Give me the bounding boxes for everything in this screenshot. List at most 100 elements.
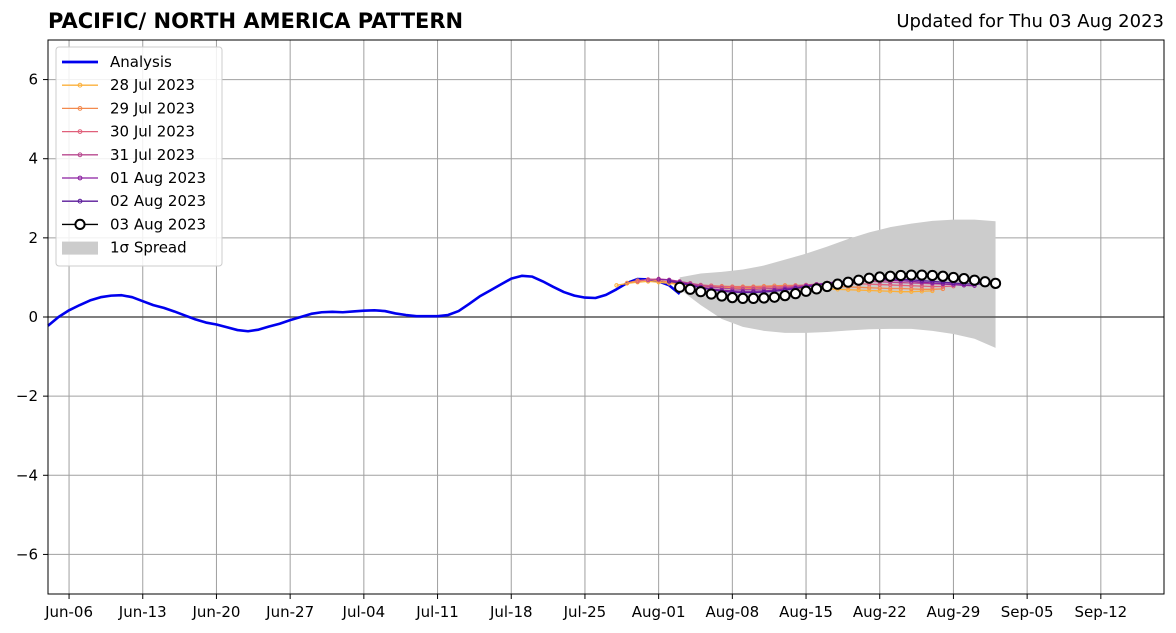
forecast-point: [856, 287, 861, 293]
x-tick-label: Aug-29: [927, 603, 981, 621]
forecast-point: [940, 286, 946, 292]
forecast-point: [989, 277, 1002, 289]
forecast-point: [810, 283, 823, 295]
forecast-point: [877, 288, 882, 294]
forecast-point: [919, 283, 925, 289]
forecast-point: [968, 274, 981, 286]
y-tick-label: 2: [28, 229, 38, 247]
forecast-point: [905, 269, 917, 281]
forecast-point: [888, 282, 893, 288]
forecast-point: [867, 288, 872, 293]
forecast-point: [926, 269, 938, 282]
forecast-point: [888, 289, 893, 294]
forecast-point: [979, 276, 991, 288]
x-tick-label: Aug-01: [632, 603, 686, 621]
analysis-line: [47, 274, 681, 333]
forecast-point: [768, 291, 781, 303]
legend-marker: [77, 106, 83, 111]
y-tick-label: −2: [16, 387, 38, 405]
forecast-point: [909, 283, 914, 288]
forecast-point: [909, 289, 914, 294]
forecast-series-group: [674, 269, 1002, 305]
legend-item: 1σ Spread: [62, 239, 187, 257]
forecast-point: [940, 284, 946, 289]
legend-item: 29 Jul 2023: [62, 99, 195, 117]
legend-label: 01 Aug 2023: [110, 169, 206, 187]
forecast-point: [874, 271, 886, 283]
forecast-point: [747, 292, 759, 305]
x-tick-label: Jul-04: [342, 603, 386, 621]
forecast-point: [737, 292, 749, 305]
forecast-point: [842, 276, 854, 288]
chart-subtitle: Updated for Thu 03 Aug 2023: [896, 11, 1164, 32]
legend-marker: [77, 82, 83, 88]
forecast-point: [832, 278, 844, 290]
forecast-point: [758, 292, 770, 304]
forecast-point: [666, 279, 672, 284]
legend-label: 02 Aug 2023: [110, 192, 206, 210]
forecast-point: [705, 288, 717, 300]
x-tick-label: Jul-18: [489, 603, 533, 621]
x-tick-label: Aug-22: [853, 603, 907, 621]
legend-item: 28 Jul 2023: [62, 76, 195, 94]
y-tick-label: 6: [28, 71, 38, 89]
legend-label: 31 Jul 2023: [110, 146, 195, 164]
forecast-point: [930, 287, 935, 292]
legend-item: 01 Aug 2023: [62, 169, 206, 187]
legend-marker: [77, 152, 83, 158]
legend-item: 30 Jul 2023: [62, 123, 195, 141]
forecast-point: [821, 280, 833, 293]
y-tick-label: −6: [16, 545, 38, 563]
chart-title: PACIFIC/ NORTH AMERICA PATTERN: [48, 9, 464, 33]
legend-label: 28 Jul 2023: [110, 76, 195, 94]
legend-label: 03 Aug 2023: [110, 215, 206, 233]
forecast-point: [845, 287, 851, 292]
y-axis: −6 −4 −2 0 2 4 6: [16, 71, 48, 563]
forecast-point: [716, 290, 728, 302]
forecast-point: [684, 283, 696, 295]
analysis-series: [47, 274, 681, 333]
x-axis: Jun-06 Jun-13 Jun-20 Jun-27 Jul-04 Jul-11 Jul-…: [44, 594, 1127, 621]
forecast-point: [958, 273, 970, 285]
legend: Analysis 28 Jul 2023 29 Jul 2023 30 Jul 202…: [55, 46, 223, 267]
legend-swatch: [62, 241, 98, 255]
forecast-point: [695, 286, 707, 298]
legend-marker: [77, 175, 83, 181]
forecast-point: [916, 269, 928, 281]
forecast-point: [800, 285, 812, 297]
legend-label: 1σ Spread: [110, 239, 187, 257]
x-tick-label: Sep-05: [1001, 603, 1054, 621]
legend-label: 29 Jul 2023: [110, 99, 195, 117]
x-tick-label: Jul-11: [415, 603, 459, 621]
legend-item: 03 Aug 2023: [62, 215, 206, 233]
forecast-point: [789, 288, 802, 300]
legend-item: Analysis: [62, 53, 172, 71]
legend-label: 30 Jul 2023: [110, 123, 195, 141]
forecast-point: [635, 279, 640, 284]
legend-item: 31 Jul 2023: [62, 146, 195, 164]
y-tick-label: 4: [28, 150, 38, 168]
forecast-point: [726, 292, 738, 304]
x-tick-label: Sep-12: [1074, 603, 1127, 621]
forecast-point: [863, 272, 875, 284]
forecast-point: [895, 269, 907, 282]
x-tick-label: Jul-25: [563, 603, 607, 621]
legend-marker: [74, 218, 86, 230]
x-tick-label: Jun-06: [44, 603, 93, 621]
forecast-point: [853, 274, 865, 286]
forecast-point: [877, 282, 882, 287]
x-tick-label: Jun-13: [118, 603, 167, 621]
forecast-point: [614, 283, 619, 288]
x-tick-label: Aug-15: [779, 603, 833, 621]
forecast-point: [898, 283, 903, 288]
forecast-point: [779, 290, 791, 302]
y-tick-label: 0: [28, 308, 38, 326]
legend-label: Analysis: [110, 53, 172, 71]
legend-item: 02 Aug 2023: [62, 192, 206, 210]
forecast-point: [656, 277, 661, 282]
forecast-point: [884, 270, 896, 282]
legend-box: [55, 46, 223, 267]
forecast-point: [624, 280, 630, 286]
legend-marker: [77, 129, 83, 135]
